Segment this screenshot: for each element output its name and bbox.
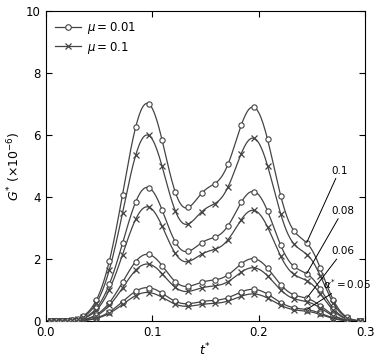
Text: 0.08: 0.08: [307, 206, 354, 274]
Text: 0.1: 0.1: [307, 166, 348, 243]
Text: 0.06: 0.06: [307, 246, 354, 298]
Legend: $\mu = 0.01$, $\mu = 0.1$: $\mu = 0.01$, $\mu = 0.1$: [52, 16, 139, 59]
X-axis label: $t^{*}$: $t^{*}$: [200, 342, 211, 359]
Text: $\alpha^{*}=0.05$: $\alpha^{*}=0.05$: [307, 277, 371, 309]
Y-axis label: $G^{*}$ ($\times 10^{-6}$): $G^{*}$ ($\times 10^{-6}$): [6, 131, 23, 201]
